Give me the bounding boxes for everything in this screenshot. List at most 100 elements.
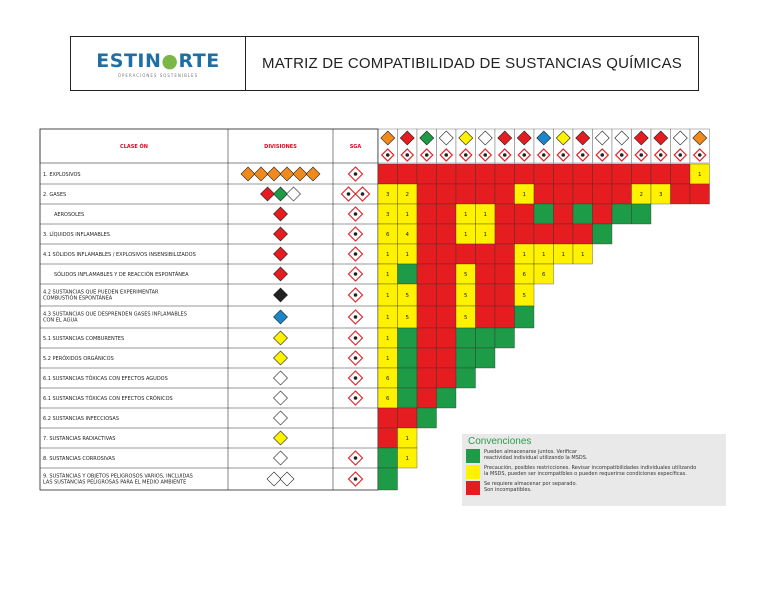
matrix-cell [533,223,554,245]
matrix-cell [592,163,613,185]
flammable-solid-diamond-icon [273,266,288,282]
matrix-cell [436,347,457,369]
hazard-class-diamond-icon [497,130,513,146]
matrix-cell [494,243,515,265]
ghs-symbol-icon [541,153,546,157]
matrix-cell-value: 1 [386,356,390,362]
ghs-symbol-icon [385,153,390,157]
hazard-class-diamond-icon [594,130,610,146]
matrix-cell [436,283,457,307]
row-label-line: 4.3 SUSTANCIAS QUE DESPRENDEN GASES INFL… [43,312,187,318]
matrix-cell-value: 6 [386,232,390,238]
row-label-line: 8. SUSTANCIAS CORROSIVAS [43,456,115,462]
matrix-cell [475,243,496,265]
row-label: 6.2 SUSTANCIAS INFECCIOSAS [43,416,119,422]
matrix-cell [494,283,515,307]
matrix-cell [436,305,457,329]
matrix-cell [416,407,437,429]
hazard-class-diamond-icon [536,130,552,146]
matrix-cell [670,183,691,205]
ghs-symbol-icon [619,153,624,157]
ghs-symbol-icon [522,153,527,157]
matrix-cell-value: 1 [406,252,410,258]
document-header: ESTIN●RTE OPERACIONES SOSTENIBLES MATRIZ… [70,36,699,91]
hazard-class-diamond-icon [555,130,571,146]
matrix-cell [572,223,593,245]
matrix-cell [397,263,418,285]
matrix-cell [436,183,457,205]
dangerous-when-wet-diamond-icon [273,309,288,325]
matrix-cell [416,243,437,265]
ghs-symbol-icon [353,272,358,276]
ghs-symbol-icon [353,172,358,176]
matrix-cell [592,223,613,245]
page-title: MATRIZ DE COMPATIBILIDAD DE SUSTANCIAS Q… [262,55,682,72]
miscellaneous-diamond-icon [266,471,282,487]
gas-diamond-icons [286,186,301,202]
legend-text: Se requiere almacenar por separado. Son … [484,481,578,493]
row-label: 9. SUSTANCIAS Y OBJETOS PELIGROSOS VARIO… [43,474,193,486]
hazard-class-diamond-icon [458,130,474,146]
ghs-symbol-icon [353,293,358,297]
matrix-cell [631,163,652,185]
row-label-line: 2. GASES [43,192,66,198]
matrix-cell-value: 5 [523,293,527,299]
matrix-cell [455,367,476,389]
matrix-cell [416,347,437,369]
ghs-symbol-icon [353,252,358,256]
matrix-cell [475,263,496,285]
ghs-symbol-icon [678,153,683,157]
matrix-cell-value: 2 [640,192,644,198]
row-label: 2. GASES [43,192,66,198]
explosive-diamond-icons [240,166,256,182]
spontaneous-combustion-diamond-icon [273,287,288,303]
matrix-cell [611,203,632,225]
header-row-bg [39,128,379,164]
matrix-cell [377,467,398,491]
ghs-symbol-icon [353,376,358,380]
matrix-cell [416,163,437,185]
matrix-cell [650,163,671,185]
row-label: 4.2 SUSTANCIAS QUE PUEDEN EXPERIMENTAR CO… [43,290,159,302]
column-header-clase: CLASE ÓN [120,143,148,150]
matrix-cell [436,327,457,349]
legend-item: Precaución, posibles restricciones. Revi… [466,465,722,479]
matrix-cell [553,203,574,225]
row-label-line: 7. SUSTANCIAS RADIACTIVAS [43,436,115,442]
column-header-sga: SGA [350,144,362,150]
hazard-class-diamond-icon [516,130,532,146]
matrix-cell [475,163,496,185]
matrix-cell-value: 1 [386,315,390,321]
matrix-cell-value: 1 [406,456,410,462]
row-label-line: LAS SUSTANCIAS PELIGROSAS PARA EL MEDIO … [43,480,186,486]
row-label-line: 3. LÍQUIDOS INFLAMABLES [43,231,110,238]
row-label: 7. SUSTANCIAS RADIACTIVAS [43,436,115,442]
matrix-cell [494,203,515,225]
row-label-line: SÓLIDOS INFLAMABLES Y DE REACCIÓN ESPONT… [54,271,189,278]
toxic-skull-diamond-icon [273,370,288,386]
matrix-cell-value: 6 [386,396,390,402]
matrix-cell-value: 1 [698,172,702,178]
row-label-line: 5.2 PERÓXIDOS ORGÁNICOS [43,355,114,362]
column-header-divisiones: DIVISIONES [264,144,297,150]
toxic-skull-diamond-icon [273,390,288,406]
matrix-cell [416,305,437,329]
ghs-symbol-icon [353,356,358,360]
matrix-cell [416,263,437,285]
matrix-cell [611,163,632,185]
explosive-diamond-icons [266,166,282,182]
matrix-cell-value: 1 [386,252,390,258]
matrix-cell [377,447,398,469]
ghs-symbol-icon [353,212,358,216]
explosive-diamond-icons [292,166,308,182]
row-label: 6.1 SUSTANCIAS TÓXICAS CON EFECTOS AGUDO… [43,375,168,382]
matrix-cell [436,163,457,185]
hazard-class-diamond-icon [477,130,493,146]
matrix-cell [611,183,632,205]
matrix-cell [397,163,418,185]
matrix-cell [436,387,457,409]
row-label: 4.3 SUSTANCIAS QUE DESPRENDEN GASES INFL… [43,312,187,324]
explosive-diamond-icons [305,166,321,182]
matrix-cell [416,283,437,307]
